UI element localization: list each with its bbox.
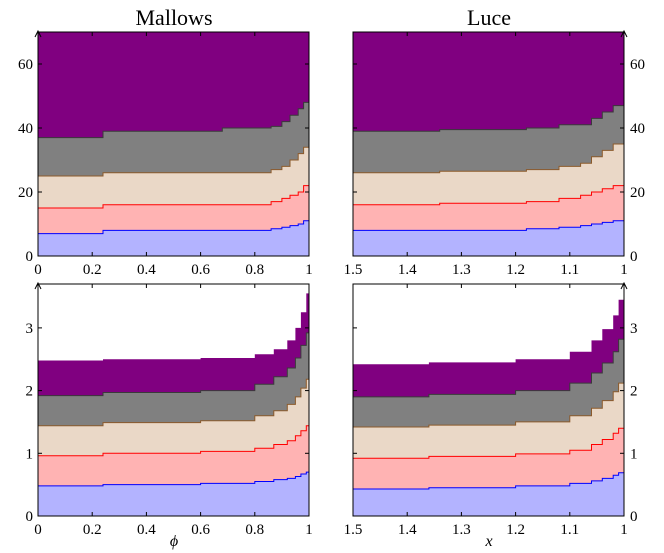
luce-bottom-axis-arrow	[620, 281, 628, 290]
mallows-bottom-axis-arrow	[34, 281, 42, 290]
mallows-top-layer-1-area	[38, 217, 309, 256]
luce-bottom-frame	[352, 283, 625, 517]
luce-top-xtick-label: 1.2	[506, 262, 525, 278]
luce-bottom-ytick-label: 1	[630, 446, 638, 462]
luce-top-frame	[352, 31, 625, 257]
mallows-top-frame	[37, 31, 310, 257]
mallows-top-xtick-label: 0	[34, 262, 42, 278]
mallows-top-xtick-label: 1	[305, 262, 313, 278]
luce-top-xtick-label: 1.1	[560, 262, 579, 278]
luce-bottom-layer-2-boundary	[353, 425, 625, 459]
luce-top-ytick-label: 60	[630, 57, 645, 73]
luce-bottom-layer-1-boundary	[353, 470, 625, 490]
luce-top-layer-2-boundary	[353, 179, 625, 206]
luce-bottom-layer-4-area	[353, 334, 624, 427]
luce-bottom-xtick-label: 1.1	[560, 522, 579, 538]
mallows-bottom-xtick-label: 0.2	[83, 522, 102, 538]
title-luce: Luce	[467, 5, 511, 30]
mallows-bottom-layer-4-boundary	[38, 329, 310, 397]
luce-bottom-layer-1-area	[353, 470, 624, 516]
luce-bottom-layer-4-boundary	[353, 334, 625, 398]
luce-bottom-xtick-label: 1	[620, 522, 628, 538]
mallows-top-ytick-label: 40	[18, 121, 33, 137]
mallows-top-layer-4-boundary	[38, 99, 310, 139]
luce-top-layer-3-boundary	[353, 140, 625, 174]
mallows-bottom-xtick-label: 0.6	[191, 522, 210, 538]
luce-bottom-ytick-label: 3	[630, 321, 638, 337]
luce-top-layer-4-area	[353, 99, 624, 173]
luce-top-layer-1-boundary	[353, 217, 625, 231]
mallows-top-layer-2-area	[38, 179, 309, 234]
mallows-bottom-layer-5-area	[38, 287, 309, 396]
mallows-bottom-ytick-label: 3	[26, 321, 34, 337]
mallows-top-xtick-label: 0.6	[191, 262, 210, 278]
luce-top-ytick-label: 20	[630, 185, 645, 201]
mallows-top-panel: 0 0.2 0.4 0.6 0.8 1 0 20 40 60	[18, 29, 313, 278]
mallows-bottom-layer-2-area	[38, 422, 309, 486]
mallows-top-ytick-label: 20	[18, 185, 33, 201]
mallows-bottom-layer-1-area	[38, 470, 309, 516]
mallows-top-xtick-label: 0.8	[245, 262, 264, 278]
title-mallows: Mallows	[136, 5, 213, 30]
luce-bottom-xtick-label: 1.3	[452, 522, 471, 538]
mallows-bottom-layer-2-boundary	[38, 422, 310, 457]
luce-bottom-ytick-label: 0	[630, 509, 638, 525]
mallows-top-layer-5-area	[38, 32, 309, 138]
luce-top-layer-1-area	[353, 217, 624, 256]
luce-top-panel: 1.5 1.4 1.3 1.2 1.1 10 20 40 60	[344, 29, 645, 278]
mallows-bottom-panel: 0 0.2 0.4 0.6 0.8 1 0 1 2 3	[26, 281, 313, 538]
mallows-top-layer-4-area	[38, 99, 309, 176]
mallows-bottom-ytick-label: 0	[26, 509, 34, 525]
luce-bottom-xtick-label: 1.2	[506, 522, 525, 538]
luce-bottom-layer-2-area	[353, 425, 624, 489]
luce-top-ytick-label: 40	[630, 121, 645, 137]
luce-bottom-xtick-label: 1.5	[344, 522, 363, 538]
mallows-top-layer-1-boundary	[38, 217, 310, 235]
luce-top-xtick-label: 1.5	[344, 262, 363, 278]
mallows-bottom-layer-1-boundary	[38, 470, 310, 487]
luce-bottom-layer-3-boundary	[353, 379, 625, 428]
mallows-top-layer-3-area	[38, 140, 309, 208]
mallows-bottom-xtick-label: 0.8	[245, 522, 264, 538]
mallows-bottom-ytick-label: 2	[26, 384, 34, 400]
x-axis-label-x: x	[484, 533, 492, 550]
luce-bottom-layer-5-area	[353, 289, 624, 397]
luce-top-axis-arrow	[620, 29, 628, 38]
luce-top-xtick-label: 1.3	[452, 262, 471, 278]
mallows-bottom-xtick-label: 0.4	[137, 522, 156, 538]
mallows-top-xtick-label: 0.4	[137, 262, 156, 278]
luce-bottom-xtick-label: 1.4	[398, 522, 417, 538]
mallows-top-layer-2-boundary	[38, 179, 310, 209]
luce-top-ytick-label: 0	[630, 249, 638, 265]
luce-top-layer-4-boundary	[353, 99, 625, 132]
mallows-top-ytick-label: 0	[26, 249, 34, 265]
mallows-bottom-frame	[37, 283, 310, 517]
luce-bottom-layer-3-area	[353, 379, 624, 459]
luce-top-layer-3-area	[353, 140, 624, 205]
luce-top-layer-2-area	[353, 179, 624, 231]
luce-top-xtick-label: 1	[620, 262, 628, 278]
mallows-top-layer-3-boundary	[38, 140, 310, 177]
mallows-bottom-xtick-label: 0	[34, 522, 42, 538]
x-axis-label-phi: ϕ	[170, 533, 178, 550]
mallows-top-ytick-label: 60	[18, 57, 33, 73]
mallows-bottom-layer-4-area	[38, 329, 309, 426]
mallows-bottom-xtick-label: 1	[305, 522, 313, 538]
mallows-top-axis-arrow	[34, 29, 42, 38]
mallows-bottom-ytick-label: 1	[26, 446, 34, 462]
luce-bottom-ytick-label: 2	[630, 384, 638, 400]
mallows-bottom-layer-3-area	[38, 376, 309, 456]
luce-top-xtick-label: 1.4	[398, 262, 417, 278]
mallows-top-xtick-label: 0.2	[83, 262, 102, 278]
luce-top-layer-5-area	[353, 32, 624, 132]
mallows-bottom-layer-3-boundary	[38, 376, 310, 427]
